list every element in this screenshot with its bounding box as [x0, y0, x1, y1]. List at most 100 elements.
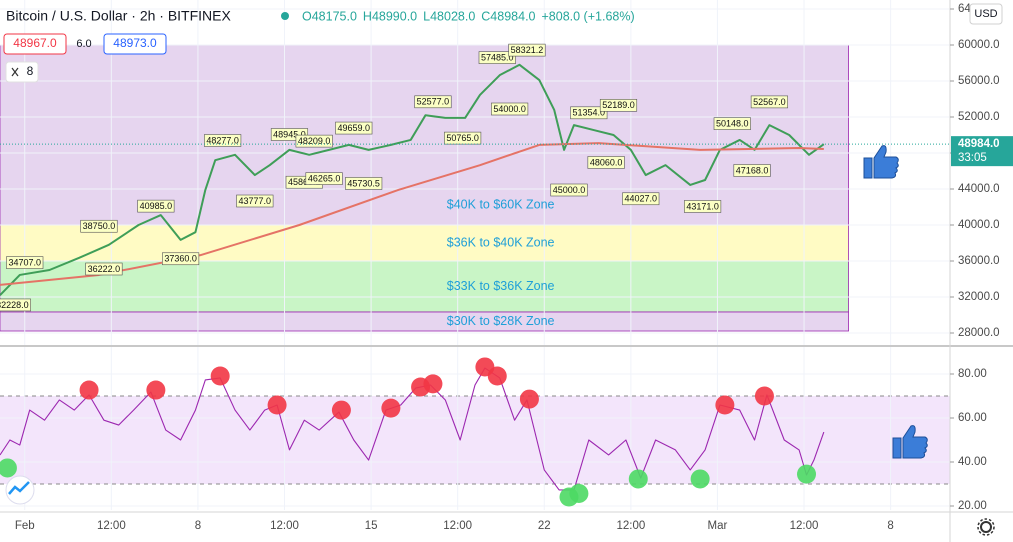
- price-label-box: [570, 106, 608, 120]
- price-label-text: 46265.0: [308, 173, 341, 183]
- price-label: 50765.0: [444, 131, 482, 145]
- signal-marker: [715, 395, 735, 415]
- price-label: 37360.0: [162, 252, 200, 266]
- ohlc-value: +808.0 (+1.68%): [542, 9, 635, 23]
- price-label: 57485.0: [478, 51, 516, 64]
- price-label-text: 32228.0: [0, 300, 29, 310]
- ask-box[interactable]: [103, 33, 167, 55]
- signal-marker: [487, 366, 507, 386]
- x-tick-label: 12:00: [616, 520, 645, 532]
- ohlc-value: C48984.0: [481, 9, 535, 23]
- price-label-box: [622, 192, 660, 206]
- price-label-text: 52577.0: [417, 97, 450, 107]
- price-label-box: [733, 164, 771, 177]
- bid-box[interactable]: [3, 33, 67, 55]
- currency: USD: [974, 8, 997, 20]
- price-label-text: 48060.0: [590, 157, 623, 167]
- y-tick-label: 28000.0: [958, 327, 1000, 339]
- price-label-box: [335, 121, 373, 135]
- zone: [0, 260, 849, 313]
- zone-label: $30K to $28K Zone: [447, 314, 555, 328]
- x-tick-label: 15: [365, 520, 378, 532]
- signal-marker: [569, 483, 589, 503]
- symbol-title: Bitcoin / U.S. Dollar · 2h · BITFINEX: [6, 8, 231, 24]
- signal-marker: [423, 374, 443, 394]
- signal-marker: [754, 386, 774, 406]
- x-tick-label: 12:00: [443, 520, 472, 532]
- price-label-text: 50765.0: [446, 133, 479, 143]
- ask: 48973.0: [113, 36, 157, 50]
- ohlc: O48175.0 H48990.0 L48028.0 C48984.0 +808.0 (…: [302, 9, 635, 23]
- price-label-box: [162, 252, 200, 266]
- thumbs-up-icon: [863, 145, 899, 179]
- price-label: 45000.0: [550, 183, 588, 197]
- price-label: 47168.0: [733, 164, 771, 177]
- price-label-text: 52567.0: [753, 97, 786, 107]
- thumbs-up-icon: [892, 425, 928, 459]
- y-tick-label: 80.00: [958, 368, 987, 380]
- price-label-text: 45863.2: [288, 177, 321, 187]
- price-label-box: [508, 43, 546, 57]
- price-label: 43171.0: [684, 200, 722, 213]
- price-label-text: 36222.0: [88, 264, 121, 274]
- signal-marker: [690, 469, 710, 489]
- spread: 6.0: [76, 38, 91, 50]
- indicator-count: 8: [27, 64, 34, 78]
- x-tick-label: 12:00: [790, 520, 819, 532]
- price-label: 52189.0: [599, 98, 638, 112]
- collapse-icon: [11, 67, 19, 77]
- axes: 28000.032000.036000.040000.044000.048000…: [15, 3, 1013, 532]
- price-label-box: [587, 156, 625, 169]
- price-label-box: [478, 51, 516, 64]
- background: [0, 0, 950, 510]
- price-label-text: 37360.0: [164, 254, 197, 264]
- price-label: 58321.2: [508, 43, 546, 57]
- signal-marker: [519, 389, 539, 409]
- signal-marker: [797, 464, 817, 484]
- price-label-text: 58321.2: [511, 45, 544, 55]
- signal-marker: [79, 380, 99, 400]
- logo[interactable]: [5, 475, 35, 505]
- price-label-box: [295, 134, 333, 148]
- price-label-text: 54000.0: [493, 104, 526, 114]
- price-label-box: [204, 134, 242, 147]
- price-label: 44027.0: [622, 192, 660, 206]
- currency-box[interactable]: [969, 3, 1003, 25]
- price-label: 48277.0: [204, 134, 242, 147]
- x-tick-label: Mar: [708, 520, 728, 532]
- ohlc-value: H48990.0: [363, 9, 417, 23]
- price-label-text: 52189.0: [602, 100, 635, 110]
- y-tick-label: 20.00: [958, 500, 987, 512]
- price-label-box: [236, 194, 274, 208]
- price-label-text: 34707.0: [8, 258, 41, 268]
- price-label: 43777.0: [236, 194, 274, 208]
- price-label: 48060.0: [587, 156, 625, 169]
- signal-marker: [267, 395, 287, 415]
- last-price: 48984.0: [958, 138, 1000, 150]
- y-tick-label: 40000.0: [958, 219, 1000, 231]
- x-tick-label: 12:00: [97, 520, 126, 532]
- bid: 48967.0: [13, 36, 57, 50]
- price-label: 48209.0: [295, 134, 333, 148]
- zone-label: $33K to $36K Zone: [447, 279, 555, 293]
- settings-gear[interactable]: [977, 518, 995, 536]
- indicators-toggle[interactable]: [5, 61, 39, 83]
- price-label-box: [713, 117, 751, 130]
- plot: $40K to $60K Zone $36K to $40K Zone $33K t…: [0, 43, 950, 507]
- price-label-text: 47168.0: [736, 165, 769, 175]
- price-label-box: [137, 199, 175, 213]
- price-label: 32228.0: [0, 298, 31, 312]
- countdown: 33:05: [958, 152, 987, 164]
- price-label: 50148.0: [713, 117, 751, 130]
- y-tick-label: 32000.0: [958, 291, 1000, 303]
- y-tick-label: 40.00: [958, 456, 987, 468]
- price-label-box: [85, 262, 123, 276]
- price-label-box: [6, 256, 44, 269]
- y-tick-label: 44000.0: [958, 183, 1000, 195]
- price-label: 52577.0: [414, 95, 452, 109]
- price-label-text: 40985.0: [140, 201, 173, 211]
- ohlc-value: O48175.0: [302, 9, 357, 23]
- y-tick-label: 60.00: [958, 412, 987, 424]
- price-label: 45730.5: [345, 177, 383, 190]
